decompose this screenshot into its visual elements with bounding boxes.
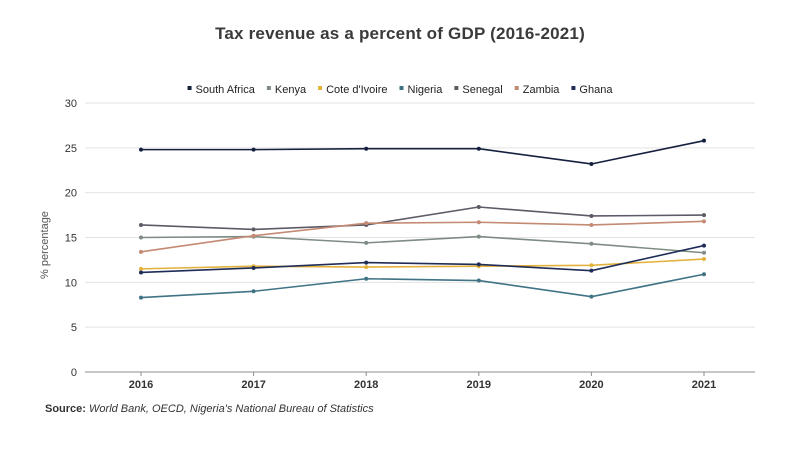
data-point	[476, 205, 481, 210]
data-point	[251, 289, 256, 294]
series-line	[141, 139, 705, 165]
data-point	[364, 221, 369, 226]
data-point	[702, 250, 706, 255]
data-point	[364, 260, 369, 265]
data-point	[139, 270, 143, 275]
data-point	[139, 147, 143, 152]
legend-label: Kenya	[275, 84, 307, 96]
data-point	[139, 295, 143, 300]
legend-swatch	[187, 86, 192, 90]
x-axis-ticks: 2016 2017 2018 2019 2020 2021	[129, 372, 716, 391]
y-axis-ticks: 0 5 10 15 20 25 30	[65, 98, 77, 379]
series-lines	[139, 138, 706, 300]
legend-item: Kenya	[266, 84, 307, 96]
legend-label: Zambia	[523, 84, 561, 96]
series-line	[140, 220, 705, 253]
series-south-africa	[139, 138, 706, 166]
data-point	[476, 220, 481, 225]
data-point	[589, 268, 594, 273]
series-line	[140, 273, 705, 299]
x-tick-label: 2016	[129, 379, 153, 391]
data-point	[589, 161, 594, 166]
data-point	[476, 146, 481, 151]
data-point	[251, 233, 256, 238]
data-point	[589, 213, 594, 218]
legend-swatch	[266, 86, 271, 90]
data-point	[251, 147, 256, 152]
data-point	[702, 243, 706, 248]
data-point	[702, 219, 706, 224]
data-point	[589, 263, 594, 268]
legend-item: Zambia	[514, 84, 561, 96]
series-line	[140, 258, 705, 270]
y-tick-label: 0	[71, 367, 77, 379]
legend-swatch	[399, 86, 404, 90]
data-point	[139, 235, 143, 240]
series-nigeria	[139, 272, 706, 300]
series-zambia	[139, 219, 706, 254]
x-tick-label: 2020	[579, 379, 603, 391]
legend-label: Senegal	[462, 84, 502, 96]
legend-item: Nigeria	[399, 84, 444, 96]
data-point	[251, 227, 256, 232]
legend-item: Senegal	[454, 84, 503, 96]
legend-item: Cote d'Ivoire	[318, 84, 388, 96]
legend-label: South Africa	[196, 84, 256, 96]
y-tick-label: 20	[65, 188, 77, 200]
data-point	[364, 146, 369, 151]
x-tick-label: 2018	[354, 379, 378, 391]
data-point	[702, 257, 706, 262]
data-point	[364, 276, 369, 281]
legend-swatch	[514, 86, 519, 90]
legend-swatch	[454, 86, 459, 90]
legend-label: Nigeria	[408, 84, 444, 96]
y-tick-label: 30	[65, 98, 77, 110]
data-point	[589, 241, 594, 246]
data-point	[702, 272, 706, 277]
data-point	[476, 262, 481, 267]
series-line	[140, 206, 705, 231]
data-point	[139, 222, 143, 227]
y-tick-label: 5	[71, 322, 77, 334]
data-point	[476, 234, 481, 239]
legend-item: Ghana	[571, 84, 613, 96]
data-point	[139, 266, 143, 271]
data-point	[589, 222, 594, 227]
legend-label: Cote d'Ivoire	[326, 84, 387, 96]
data-point	[139, 249, 143, 254]
y-tick-label: 10	[65, 277, 77, 289]
x-tick-label: 2019	[467, 379, 491, 391]
data-point	[476, 278, 481, 283]
legend-label: Ghana	[579, 84, 613, 96]
data-point	[364, 240, 369, 245]
legend-swatch	[318, 86, 323, 90]
series-line	[140, 235, 705, 254]
data-point	[702, 213, 706, 218]
y-axis-label: % percentage	[39, 211, 51, 279]
legend: South Africa Kenya Cote d'Ivoire Nigeria Sen…	[187, 84, 613, 96]
y-tick-label: 15	[65, 233, 77, 245]
y-tick-label: 25	[65, 143, 77, 155]
data-point	[589, 294, 594, 299]
x-tick-label: 2017	[241, 379, 265, 391]
series-line	[140, 244, 705, 274]
data-point	[364, 265, 369, 270]
data-point	[702, 138, 706, 143]
legend-swatch	[571, 86, 576, 90]
source-label: Source:	[45, 403, 86, 415]
series-ghana	[139, 243, 706, 275]
chart-title: Tax revenue as a percent of GDP (2016-20…	[215, 24, 585, 43]
source-text: World Bank, OECD, Nigeria's National Bur…	[89, 403, 374, 415]
legend-item: South Africa	[187, 84, 256, 96]
series-senegal	[139, 205, 706, 232]
gridlines	[85, 102, 755, 373]
data-point	[251, 265, 256, 270]
source-note: Source: World Bank, OECD, Nigeria's Nati…	[45, 403, 374, 415]
x-tick-label: 2021	[692, 379, 716, 391]
